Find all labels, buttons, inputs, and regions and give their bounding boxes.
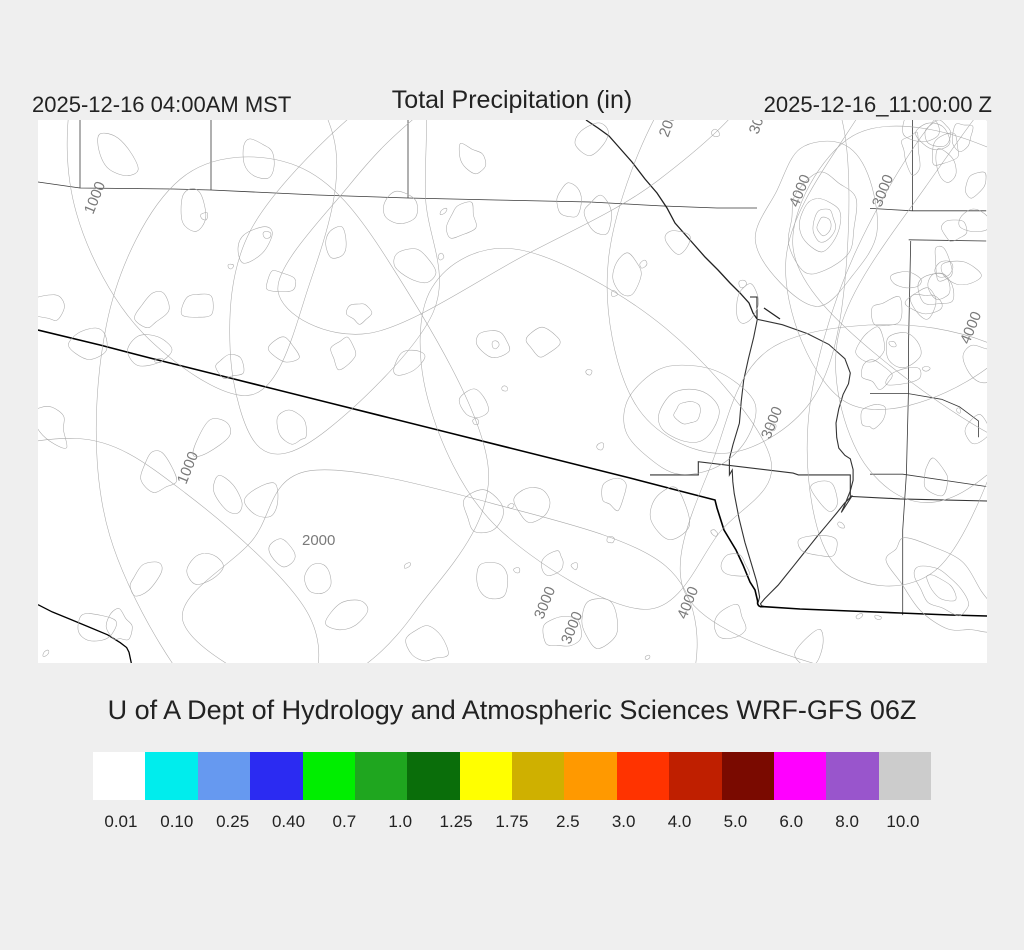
svg-text:4000: 4000 [674, 584, 702, 621]
svg-text:3000: 3000 [558, 609, 586, 646]
svg-text:2000: 2000 [656, 120, 683, 139]
svg-text:1000: 1000 [174, 449, 202, 486]
svg-text:3000: 3000 [746, 120, 773, 136]
svg-text:4000: 4000 [957, 309, 985, 346]
svg-text:1000: 1000 [81, 179, 109, 216]
svg-text:3000: 3000 [758, 404, 786, 441]
svg-text:4000: 4000 [786, 172, 814, 209]
svg-text:2000: 2000 [302, 532, 335, 549]
svg-text:3000: 3000 [531, 584, 559, 621]
